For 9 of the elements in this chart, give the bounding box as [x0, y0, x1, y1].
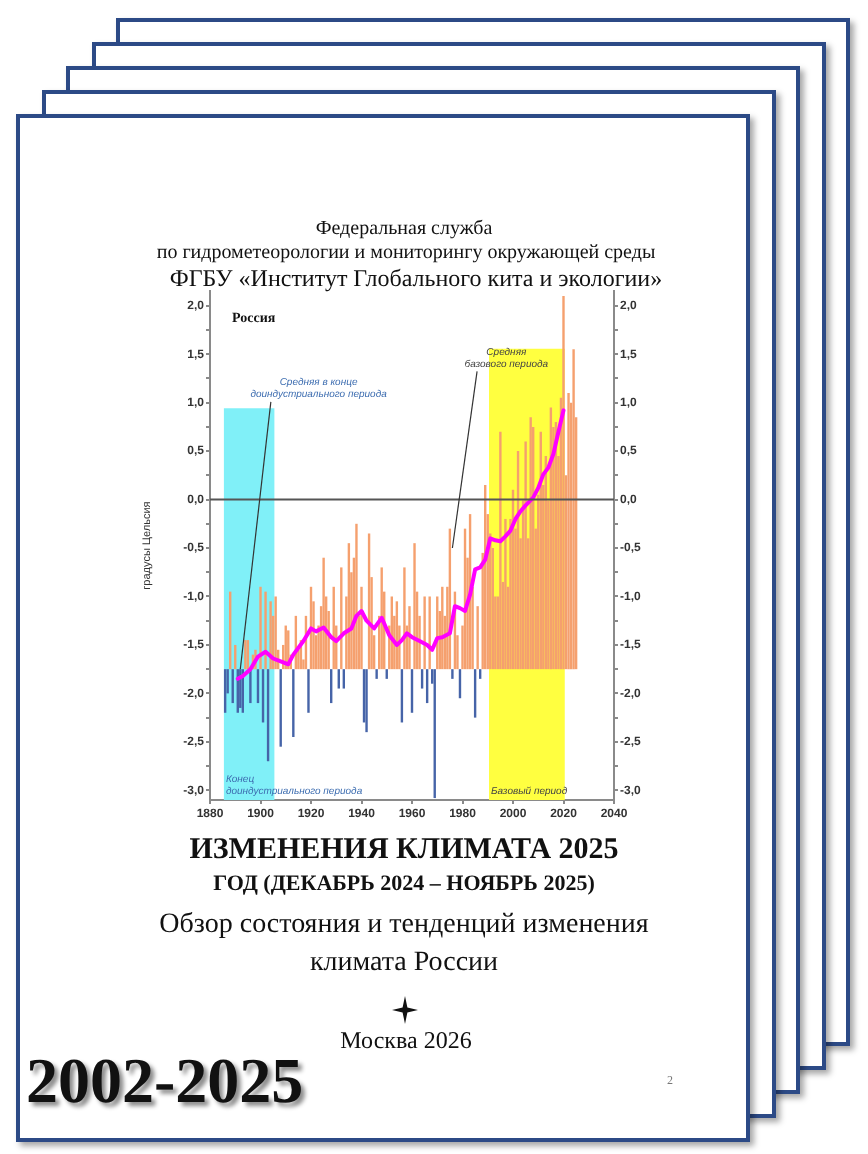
text: ГОД (ДЕКАБРЬ 2024 – НОЯБРЬ 2025) — [213, 872, 595, 900]
text: климата России — [309, 947, 499, 981]
text: Федеральная служба — [315, 218, 493, 242]
text: 2002-2025 — [26, 1041, 304, 1119]
text: ИЗМЕНЕНИЯ КЛИМАТА 2025 — [189, 832, 619, 868]
text: Москва 2026 — [340, 1025, 472, 1055]
text: Обзор состояния и тенденций изменения — [159, 909, 649, 943]
text: по гидрометеорологии и мониторингу окружающей среды — [156, 242, 656, 266]
annotation: ФГБУ «Институт Глобального кита и экологии» — [169, 263, 663, 293]
